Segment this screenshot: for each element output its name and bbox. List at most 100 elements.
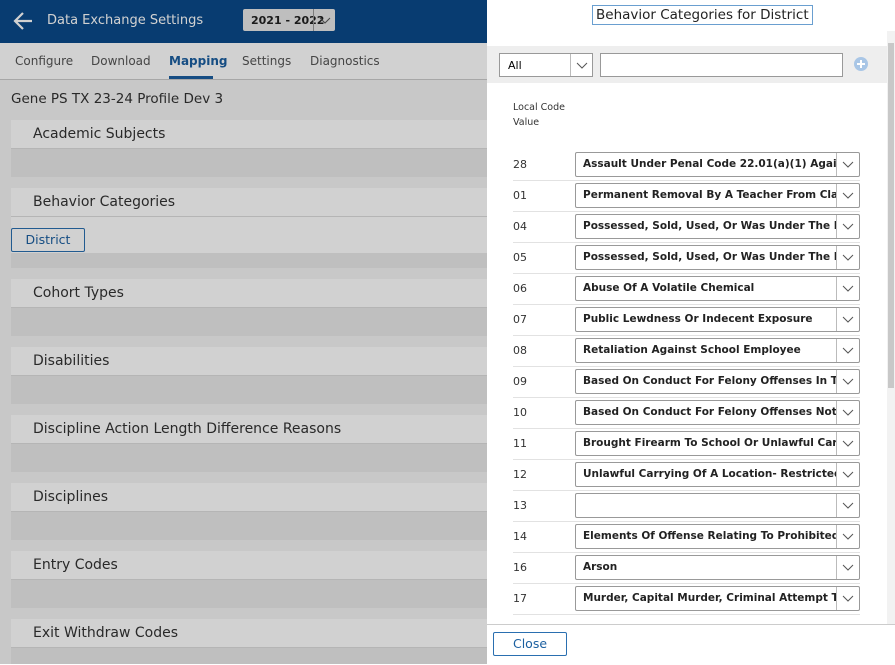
local-code: 14 [513,530,527,543]
search-input[interactable] [600,53,843,77]
filter-select[interactable]: All [499,53,593,77]
panel-title: Behavior Categories for District [592,5,813,25]
section-title[interactable]: Disciplines [11,483,487,512]
dropdown-arrow [836,556,859,579]
section-body [11,444,487,472]
overlay [0,0,487,664]
rows: 28 Assault Under Penal Code 22.01(a)(1) A… [487,0,887,624]
section: Entry Codes [0,551,487,608]
app-title: Data Exchange Settings [47,13,204,28]
mapped-value: Retaliation Against School Employee [583,344,801,356]
dropdown-arrow [836,587,859,610]
close-button[interactable]: Close [493,632,567,656]
section-title[interactable]: Cohort Types [11,279,487,308]
local-code: 28 [513,158,527,171]
section-title[interactable]: Academic Subjects [11,120,487,149]
dropdown-arrow [836,463,859,486]
mapped-value: Possessed, Sold, Used, Or Was Under The … [583,220,837,232]
mapping-row: 05 Possessed, Sold, Used, Or Was Under Th… [513,242,860,274]
local-code: 13 [513,499,527,512]
filter-value: All [508,59,522,72]
mapping-row: 07 Public Lewdness Or Indecent Exposure [513,304,860,336]
value-select[interactable]: Based On Conduct For Felony Offenses In … [575,369,860,394]
section: Discipline Action Length Difference Reas… [0,415,487,472]
section: Cohort Types [0,279,487,336]
tab[interactable]: Diagnostics [310,54,380,68]
section: Disabilities [0,347,487,404]
mapping-row: 13 [513,490,860,522]
mapped-value: Possessed, Sold, Used, Or Was Under The … [583,251,837,263]
section-title[interactable]: Behavior Categories [11,188,487,217]
section: Academic Subjects [0,120,487,177]
dropdown-arrow [836,339,859,362]
local-code: 12 [513,468,527,481]
year-select[interactable]: 2021 - 2022 [243,9,335,31]
section-body [11,149,487,177]
side-panel: Behavior Categories for District All Loc… [487,0,895,665]
section-title[interactable]: Disabilities [11,347,487,376]
dropdown-arrow [836,401,859,424]
mapped-value: Permanent Removal By A Teacher From Clas… [583,189,837,201]
local-code: 01 [513,189,527,202]
local-code: 06 [513,282,527,295]
mapping-row: 28 Assault Under Penal Code 22.01(a)(1) A… [513,149,860,181]
value-select[interactable]: Permanent Removal By A Teacher From Clas… [575,183,860,208]
tab[interactable]: Settings [242,54,292,68]
year: 2021 - 2022 [251,14,325,27]
scrollbar[interactable] [887,31,895,625]
mapping-row: 14 Elements Of Offense Relating To Prohib… [513,521,860,553]
local-code: 07 [513,313,527,326]
dropdown-arrow [836,525,859,548]
local-code: 08 [513,344,527,357]
tab[interactable]: Configure [15,54,74,68]
dropdown-arrow [836,277,859,300]
value-select[interactable]: Brought Firearm To School Or Unlawful Ca… [575,431,860,456]
dropdown-arrow [836,246,859,269]
section: Behavior Categories District [0,188,487,268]
section-title[interactable]: Entry Codes [11,551,487,580]
section: Exit Withdraw Codes [0,619,487,664]
mapping-row: 01 Permanent Removal By A Teacher From Cl… [513,180,860,212]
tab[interactable]: Download [91,54,151,68]
dropdown-arrow [836,432,859,455]
tab[interactable]: Mapping [169,54,228,68]
dropdown-arrow [836,308,859,331]
section-body [11,580,487,608]
local-code: 10 [513,406,527,419]
value-select[interactable]: Assault Under Penal Code 22.01(a)(1) Aga… [575,152,860,177]
add-button[interactable] [853,56,869,72]
mapping-row: 17 Murder, Capital Murder, Criminal Attem… [513,583,860,615]
section-title[interactable]: Exit Withdraw Codes [11,619,487,648]
value-select[interactable]: Retaliation Against School Employee [575,338,860,363]
tab-underline [169,76,213,79]
value-select[interactable]: Based On Conduct For Felony Offenses Not… [575,400,860,425]
sections: Academic Subjects Behavior Categories Dist… [0,120,487,664]
mapped-value: Based On Conduct For Felony Offenses In … [583,375,837,387]
dropdown-arrow [836,184,859,207]
mapping-row: 12 Unlawful Carrying Of A Location- Restr… [513,459,860,491]
value-select[interactable]: Murder, Capital Murder, Criminal Attempt… [575,586,860,611]
value-select[interactable]: Abuse Of A Volatile Chemical [575,276,860,301]
mapped-value: Based On Conduct For Felony Offenses Not… [583,406,837,418]
section-body [11,648,487,664]
dropdown-arrow [836,215,859,238]
mapped-value: Elements Of Offense Relating To Prohibit… [583,530,837,542]
value-select[interactable]: Public Lewdness Or Indecent Exposure [575,307,860,332]
local-code: 17 [513,592,527,605]
filter-bar: All [487,46,887,83]
district-button[interactable]: District [11,228,85,252]
local-code: 09 [513,375,527,388]
value-select[interactable]: Arson [575,555,860,580]
back-arrow[interactable] [12,11,34,31]
mapping-row: 11 Brought Firearm To School Or Unlawful … [513,428,860,460]
value-select[interactable]: Possessed, Sold, Used, Or Was Under The … [575,214,860,239]
value-select[interactable]: Possessed, Sold, Used, Or Was Under The … [575,245,860,270]
mapping-row: 10 Based On Conduct For Felony Offenses N… [513,397,860,429]
dropdown-arrow [836,153,859,176]
value-select[interactable]: Elements Of Offense Relating To Prohibit… [575,524,860,549]
section-title[interactable]: Discipline Action Length Difference Reas… [11,415,487,444]
background-page: Data Exchange Settings 2021 - 2022 Confi… [0,0,487,664]
value-select[interactable]: Unlawful Carrying Of A Location- Restric… [575,462,860,487]
section-body: District [11,217,487,268]
value-select[interactable] [575,493,860,518]
